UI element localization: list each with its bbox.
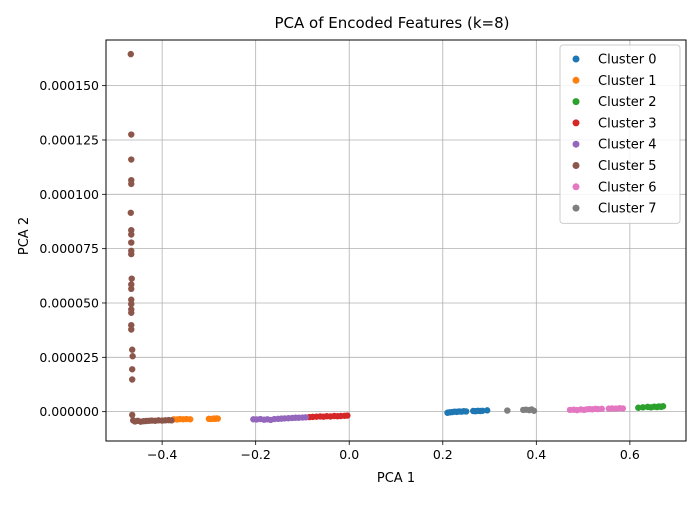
legend-label-cluster-1: Cluster 1 [598, 74, 657, 89]
series-cluster-3 [306, 412, 351, 421]
data-point-cluster-4 [302, 414, 309, 421]
data-point-cluster-5 [128, 180, 135, 188]
data-point-cluster-5 [128, 346, 136, 353]
data-point-cluster-2 [639, 404, 647, 411]
data-point-cluster-5 [128, 326, 135, 333]
y-tick-label: 0.000075 [39, 241, 99, 256]
data-point-cluster-5 [128, 366, 136, 373]
x-tick-label: −0.2 [240, 447, 270, 462]
legend-marker-cluster-3 [572, 119, 580, 127]
y-axis-label: PCA 2 [17, 217, 32, 255]
data-point-cluster-7 [530, 407, 538, 414]
legend-marker-cluster-1 [572, 76, 580, 84]
data-point-cluster-2 [635, 404, 642, 411]
data-point-cluster-1 [214, 415, 221, 422]
plot-area-frame [105, 39, 687, 442]
x-tick-label: −0.4 [147, 447, 177, 462]
data-point-cluster-7 [504, 407, 511, 414]
series-cluster-7 [504, 406, 538, 414]
legend-marker-cluster-6 [572, 183, 580, 191]
data-point-cluster-0 [462, 408, 470, 415]
series-cluster-2 [635, 403, 667, 411]
data-point-cluster-6 [619, 405, 627, 412]
legend-marker-cluster-7 [572, 204, 580, 212]
data-point-cluster-5 [128, 300, 135, 308]
data-point-cluster-5 [168, 417, 175, 424]
data-point-cluster-5 [127, 209, 134, 216]
chart-title: PCA of Encoded Features (k=8) [275, 14, 510, 32]
x-tick-label: 0.0 [339, 447, 359, 462]
legend-label-cluster-2: Cluster 2 [598, 95, 657, 110]
series-cluster-6 [566, 404, 627, 414]
data-point-cluster-5 [128, 239, 135, 246]
series-cluster-5 [127, 50, 175, 425]
data-point-cluster-5 [128, 309, 135, 316]
legend-box [559, 44, 681, 224]
data-point-cluster-5 [129, 353, 136, 360]
legend-label-cluster-3: Cluster 3 [598, 116, 657, 131]
legend-label-cluster-5: Cluster 5 [598, 159, 657, 174]
x-axis-ticks: −0.4 −0.2 0.0 0.2 0.4 0.6 [147, 441, 640, 462]
data-point-cluster-2 [659, 403, 667, 410]
data-point-cluster-5 [128, 285, 135, 293]
data-point-cluster-5 [128, 250, 135, 258]
data-point-cluster-0 [479, 407, 486, 414]
y-tick-label: 0.000025 [39, 350, 99, 365]
data-point-cluster-5 [128, 376, 136, 383]
legend-marker-cluster-5 [572, 162, 580, 169]
y-tick-label: 0.000000 [39, 404, 99, 419]
data-point-cluster-0 [484, 407, 491, 414]
data-point-cluster-5 [127, 50, 134, 58]
legend-label-cluster-0: Cluster 0 [598, 53, 657, 68]
y-tick-label: 0.000100 [39, 187, 99, 202]
legend-marker-cluster-0 [572, 55, 580, 63]
data-point-cluster-5 [128, 275, 135, 282]
legend-label-cluster-7: Cluster 7 [598, 202, 657, 217]
y-axis-ticks: 0.000000 0.000025 0.000050 0.000075 0.000100… [39, 78, 106, 419]
legend-label-cluster-4: Cluster 4 [598, 138, 657, 153]
series-cluster-0 [444, 407, 491, 416]
x-tick-label: 0.2 [433, 447, 453, 462]
x-axis-label: PCA 1 [377, 471, 415, 486]
legend: Cluster 0 Cluster 1 Cluster 2 Cluster 3 Clus… [559, 44, 681, 224]
series-cluster-4 [250, 414, 309, 424]
x-tick-label: 0.4 [526, 447, 546, 462]
legend-label-cluster-6: Cluster 6 [598, 180, 657, 195]
data-point-cluster-5 [128, 131, 135, 138]
legend-marker-cluster-2 [572, 98, 580, 106]
y-tick-label: 0.000125 [39, 132, 99, 147]
y-tick-label: 0.000050 [39, 295, 99, 310]
x-tick-label: 0.6 [620, 447, 640, 462]
data-point-cluster-5 [128, 231, 135, 238]
data-point-cluster-5 [128, 156, 135, 163]
data-point-cluster-3 [344, 412, 351, 419]
y-tick-label: 0.000150 [39, 78, 99, 93]
legend-marker-cluster-4 [572, 140, 580, 148]
data-point-cluster-6 [598, 405, 606, 413]
data-points [127, 50, 667, 425]
data-point-cluster-1 [186, 416, 194, 423]
data-point-cluster-5 [128, 411, 136, 419]
